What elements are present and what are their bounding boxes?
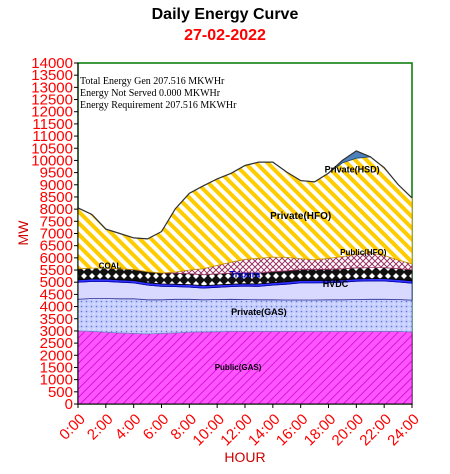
x-tick-label: 2:00 xyxy=(84,411,117,444)
y-tick-label: 12500 xyxy=(31,92,73,109)
x-tick-label: 6:00 xyxy=(140,411,173,444)
y-tick-label: 0 xyxy=(65,396,73,413)
series-label: Tripura xyxy=(230,269,262,279)
series-label: Private(HFO) xyxy=(270,211,331,222)
x-axis-title: HOUR xyxy=(224,449,265,465)
y-tick-label: 10500 xyxy=(31,140,73,157)
y-tick-label: 7500 xyxy=(40,213,73,230)
series-label: Private(GAS) xyxy=(231,307,287,317)
y-tick-label: 4500 xyxy=(40,286,73,303)
y-axis-title: MW xyxy=(15,220,31,246)
y-tick-label: 9500 xyxy=(40,165,73,182)
x-tick-label: 0:00 xyxy=(56,411,89,444)
series-label: COAL xyxy=(99,261,122,270)
y-tick-label: 9000 xyxy=(40,177,73,194)
total-demand-line xyxy=(77,150,413,240)
y-tick-label: 5500 xyxy=(40,262,73,279)
y-tick-label: 3000 xyxy=(40,323,73,340)
y-tick-label: 12000 xyxy=(31,104,73,121)
y-tick-label: 11500 xyxy=(32,116,73,133)
y-tick-label: 13500 xyxy=(31,67,73,84)
y-tick-label: 6500 xyxy=(40,238,73,255)
y-tick-label: 500 xyxy=(48,384,73,401)
y-tick-label: 3500 xyxy=(40,311,73,328)
y-tick-label: 6000 xyxy=(40,250,73,267)
series-label: Private(HSD) xyxy=(325,165,380,175)
y-tick-label: 2000 xyxy=(40,347,73,364)
y-tick-label: 14000 xyxy=(31,55,73,72)
y-tick-label: 8000 xyxy=(40,201,73,218)
chart-date-subtitle: 27-02-2022 xyxy=(184,27,266,44)
y-tick-label: 1000 xyxy=(40,372,73,389)
y-tick-label: 5000 xyxy=(40,274,73,291)
y-tick-label: 13000 xyxy=(31,79,73,96)
annotation-text: Total Energy Gen 207.516 MKWHr xyxy=(80,76,225,87)
y-tick-label: 10000 xyxy=(31,152,73,169)
x-tick-label: 4:00 xyxy=(112,411,145,444)
series-label: HVDC xyxy=(323,279,349,289)
annotation-text: Energy Not Served 0.000 MKWHr xyxy=(80,88,221,99)
chart-title: Daily Energy Curve xyxy=(151,6,299,23)
y-tick-label: 1500 xyxy=(40,359,73,376)
series-label: Public(GAS) xyxy=(215,363,262,372)
y-tick-label: 4000 xyxy=(40,299,73,316)
annotation-text: Energy Requirement 207.516 MKWHr xyxy=(80,100,237,111)
y-tick-label: 7000 xyxy=(40,226,73,243)
y-tick-label: 2500 xyxy=(40,335,73,352)
series-label: Public(HFO) xyxy=(340,248,387,257)
y-tick-label: 8500 xyxy=(40,189,73,206)
y-tick-label: 11000 xyxy=(32,128,73,145)
x-tick-label: 24:00 xyxy=(384,411,423,450)
